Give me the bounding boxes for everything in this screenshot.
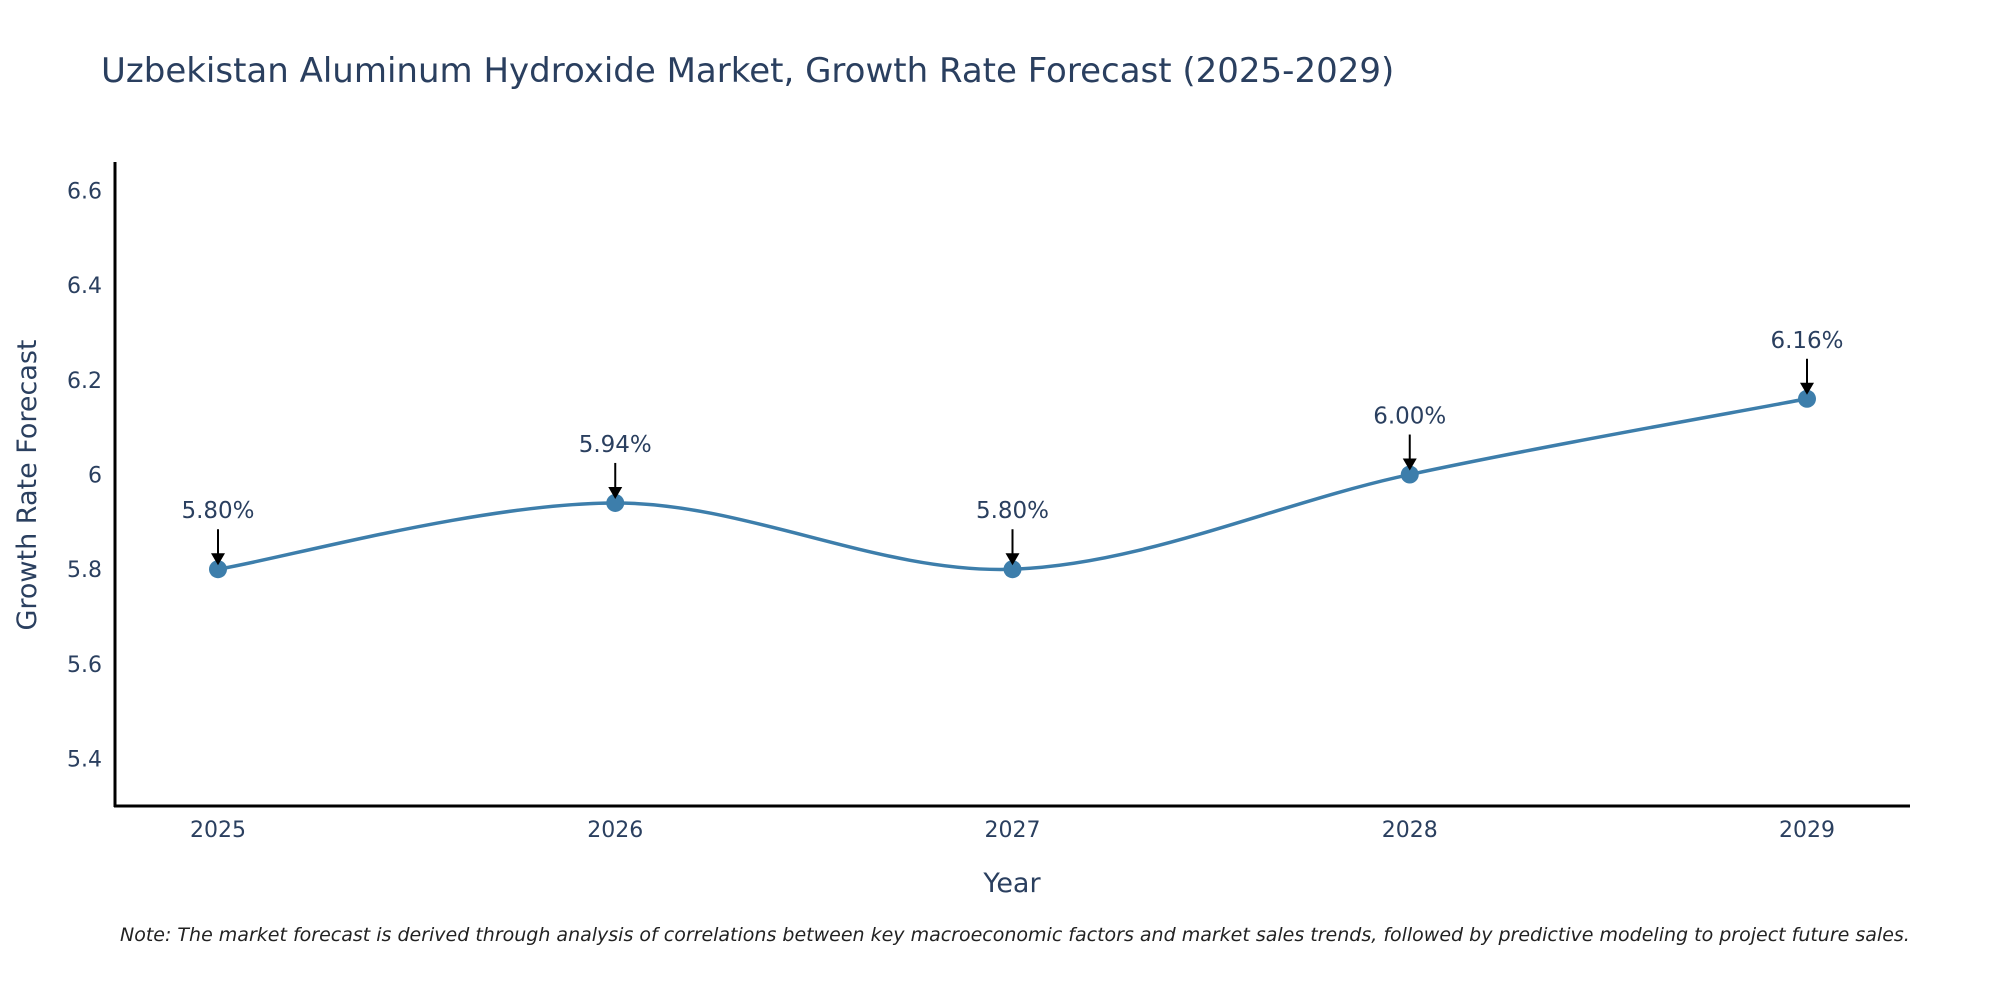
footnote: Note: The market forecast is derived thr…: [120, 924, 1910, 946]
x-axis-title: Year: [982, 868, 1041, 899]
x-ticks: 2025 2026 2027 2028 2029: [190, 818, 1835, 843]
y-tick-label: 5.8: [67, 558, 102, 583]
y-tick-label: 5.6: [67, 653, 102, 678]
data-point: [606, 493, 625, 512]
data-point: [1400, 465, 1419, 484]
y-tick-label: 6.6: [67, 179, 102, 204]
y-tick-label: 6.4: [67, 274, 102, 299]
data-label: 5.80%: [976, 498, 1049, 524]
annotations: 5.80% 5.94% 5.80% 6.00% 6.16%: [181, 328, 1844, 566]
data-label: 5.80%: [181, 498, 254, 524]
data-label: 6.16%: [1770, 328, 1843, 354]
axes: [113, 162, 1910, 808]
data-point: [209, 560, 227, 579]
x-tick-label: 2027: [985, 818, 1041, 843]
x-tick-label: 2028: [1382, 818, 1438, 843]
annotation-arrowhead: [211, 553, 225, 566]
data-points: [209, 389, 1816, 579]
y-tick-label: 6: [88, 464, 102, 489]
annotation-arrowhead: [1005, 553, 1020, 566]
data-label: 6.00%: [1373, 404, 1446, 430]
x-tick-label: 2025: [190, 818, 246, 843]
y-axis-title: Growth Rate Forecast: [12, 339, 43, 630]
y-tick-label: 5.4: [67, 748, 102, 773]
data-point: [1003, 560, 1022, 579]
annotation-arrowhead: [1800, 382, 1814, 395]
data-point: [1798, 389, 1816, 408]
y-tick-label: 6.2: [67, 369, 102, 394]
chart-title: Uzbekistan Aluminum Hydroxide Market, Gr…: [101, 51, 1394, 91]
annotation-arrowhead: [1402, 458, 1417, 471]
annotation-arrowhead: [608, 486, 623, 499]
x-tick-label: 2029: [1779, 818, 1835, 843]
data-label: 5.94%: [579, 432, 652, 458]
x-tick-label: 2026: [587, 818, 643, 843]
y-ticks: 5.4 5.6 5.8 6 6.2 6.4 6.6: [67, 179, 102, 772]
